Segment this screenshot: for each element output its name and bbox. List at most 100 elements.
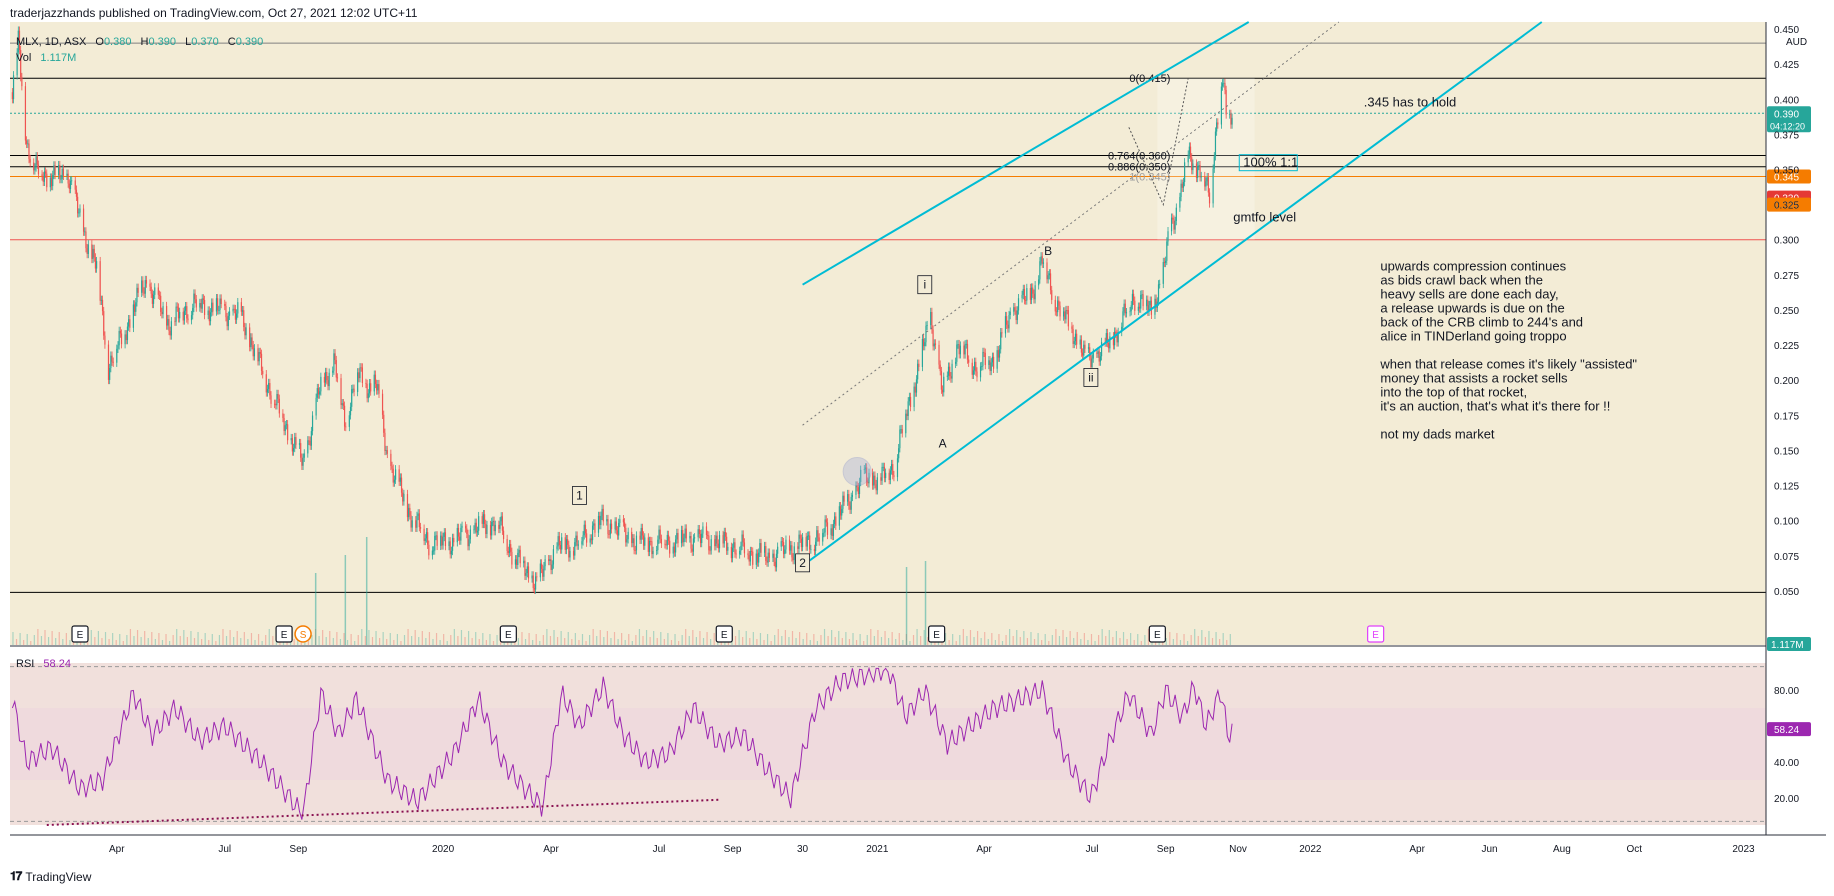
volume-bar — [710, 639, 712, 645]
candle-body — [475, 522, 477, 533]
volume-bar — [621, 633, 623, 645]
volume-bar — [820, 635, 822, 645]
candle-body — [791, 545, 793, 558]
rsi-tick-label: 20.00 — [1774, 794, 1799, 805]
candle-body — [893, 475, 895, 478]
candle-body — [922, 338, 925, 347]
y-tick-label: 0.200 — [1774, 376, 1799, 387]
svg-text:MLX, 1D, ASX O0.380 H0: MLX, 1D, ASX O0.380 H0.390 L0.370 C0.390 — [16, 36, 263, 48]
x-tick-label: Sep — [1157, 844, 1175, 855]
volume-bar — [863, 641, 865, 645]
volume-bar — [706, 632, 708, 645]
volume-bar — [656, 638, 658, 645]
candle-body — [972, 370, 975, 375]
candle-body — [634, 550, 636, 551]
candle-body — [473, 529, 475, 531]
volume-bar — [343, 633, 345, 645]
candle-body — [244, 327, 246, 336]
volume-bar — [816, 641, 819, 645]
candle-body — [677, 532, 679, 544]
volume-bar — [382, 632, 384, 645]
volume-bar — [1037, 633, 1039, 645]
candle-body — [622, 519, 625, 523]
candle-body — [266, 388, 269, 393]
candle-body — [1021, 294, 1023, 299]
volume-bar — [346, 640, 349, 645]
volume-bar — [692, 630, 694, 645]
candle-body — [575, 535, 577, 543]
volume-bar — [411, 636, 413, 645]
candle-body — [282, 413, 284, 418]
candle-body — [905, 413, 907, 434]
candle-body — [1125, 312, 1128, 314]
candle-body — [1112, 336, 1115, 346]
candle-body — [86, 248, 88, 254]
candle-body — [665, 544, 667, 546]
candle-body — [167, 319, 169, 326]
x-tick-label: 2021 — [866, 844, 889, 855]
fib-zigzag — [1128, 78, 1189, 207]
candle-body — [132, 304, 134, 328]
candle-body — [111, 355, 113, 362]
volume-bar — [293, 639, 295, 645]
candle-body — [641, 527, 643, 536]
candle-body — [1091, 358, 1093, 368]
volume-bar — [161, 640, 164, 645]
candle-body — [1231, 117, 1233, 125]
volume-bar — [813, 634, 815, 645]
volume-spike — [924, 561, 927, 645]
candle-body — [699, 534, 702, 544]
candle-body — [600, 515, 602, 526]
candle-body — [1084, 344, 1086, 349]
candle-body — [34, 167, 36, 171]
candle-body — [790, 545, 792, 551]
volume-bar — [596, 636, 598, 645]
volume-bar — [517, 638, 520, 645]
candle-body — [625, 527, 627, 543]
candle-body — [284, 425, 286, 432]
footer-brand[interactable]: TradingView — [25, 869, 92, 884]
candle-body — [901, 429, 903, 434]
candle-body — [273, 403, 276, 405]
candle-body — [848, 494, 850, 506]
candle-body — [652, 550, 654, 555]
candle-body — [94, 257, 97, 269]
candle-body — [133, 304, 136, 312]
candle-body — [124, 334, 126, 345]
candle-body — [633, 538, 635, 551]
price-panel-bg — [10, 22, 1766, 645]
volume-bar — [112, 633, 114, 645]
volume-bar — [1030, 632, 1032, 645]
candle-body — [1200, 176, 1202, 178]
candle-body — [152, 294, 155, 304]
candle-body — [310, 431, 312, 446]
candle-body — [1150, 300, 1152, 315]
candle-body — [864, 467, 867, 470]
candle-body — [526, 566, 528, 574]
candle-body — [805, 537, 807, 547]
volume-bar — [1033, 639, 1036, 645]
candle-body — [253, 348, 256, 357]
event-label: E — [505, 630, 512, 641]
candle-body — [1174, 221, 1176, 230]
volume-bar — [446, 641, 448, 645]
volume-bar — [165, 634, 167, 645]
candle-body — [432, 550, 435, 552]
candle-body — [618, 522, 620, 536]
volume-bar — [1005, 635, 1007, 645]
candle-body — [964, 344, 966, 355]
candle-body — [352, 388, 354, 390]
volume-bar — [403, 635, 406, 645]
volume-bar — [799, 632, 801, 645]
candle-body — [851, 494, 854, 497]
candle-body — [384, 432, 386, 451]
candle-body — [731, 547, 734, 559]
candle-body — [157, 287, 159, 295]
candle-body — [722, 535, 724, 544]
candle-body — [1141, 294, 1143, 296]
candle-body — [343, 405, 346, 427]
candle-body — [642, 535, 645, 546]
candle-body — [755, 553, 757, 565]
candle-body — [1124, 303, 1126, 314]
